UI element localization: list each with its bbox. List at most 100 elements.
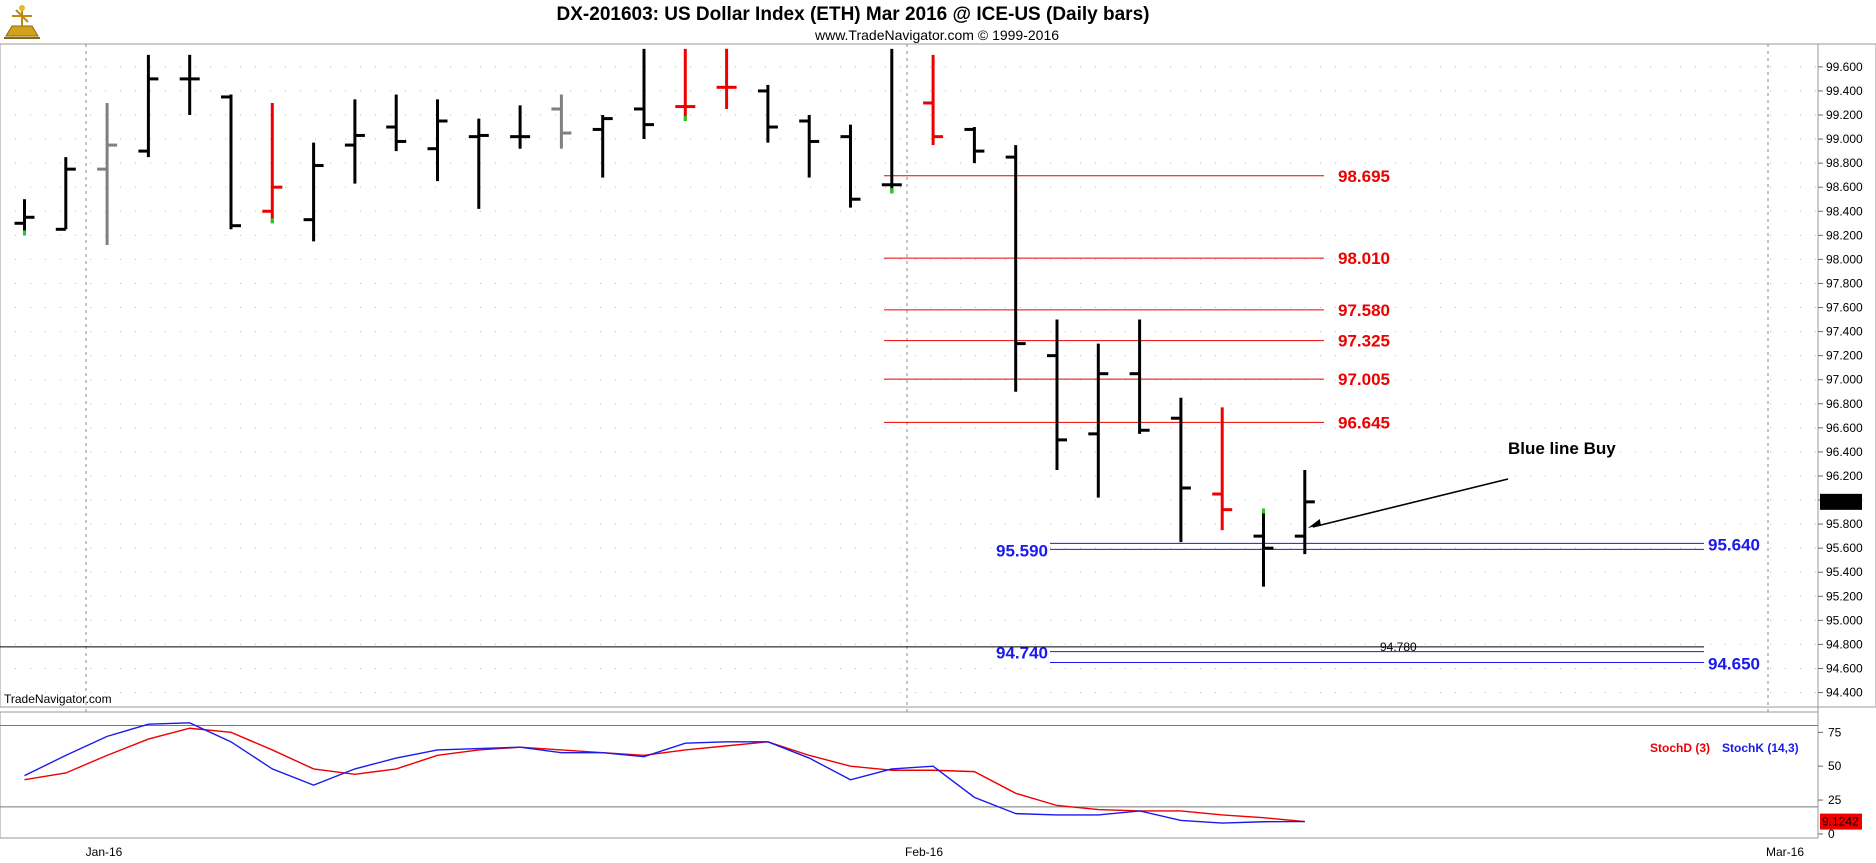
stochastic-panel: 75 50 25 09.1242 StochD (3) StochK (14,3) [0, 711, 1862, 841]
stochastic-grid [0, 711, 1819, 839]
ohlc-bar [716, 48, 737, 109]
stochastic-tick-label: 50 [1828, 759, 1842, 773]
ohlc-bar [1047, 319, 1067, 470]
ohlc-bar [881, 48, 902, 194]
ohlc-bar [138, 54, 159, 158]
levels-layer: 98.695 98.010 97.580 97.325 97.005 96.645 95.6… [0, 167, 1760, 673]
ohlc-bar [1212, 407, 1233, 531]
chart-header [0, 0, 1876, 44]
stochastic-axis: 75 50 25 09.1242 StochD (3) StochK (14,3) [1650, 725, 1862, 841]
ohlc-bar [510, 105, 531, 149]
support-label-right: 94.650 [1708, 654, 1760, 673]
chart-title: DX-201603: US Dollar Index (ETH) Mar 201… [557, 4, 1150, 25]
ohlc-bar [179, 54, 200, 115]
resistance-label: 98.695 [1338, 167, 1390, 186]
last-price-label: 95.985 [1823, 495, 1860, 509]
price-tick-label: 99.400 [1826, 84, 1863, 98]
ohlc-bar [97, 102, 118, 245]
black-line-label: 94.780 [1380, 640, 1417, 654]
ohlc-bar [1253, 508, 1274, 587]
ohlc-bar [14, 199, 35, 236]
date-tick-label: Feb-16 [905, 845, 943, 859]
ohlc-bar [799, 114, 820, 178]
support-label-left: 94.740 [996, 644, 1048, 663]
price-bars [14, 48, 1315, 587]
date-tick-label: Mar-16 [1766, 845, 1804, 859]
last-value-label: 9.1242 [1822, 815, 1859, 829]
ohlc-bar [427, 99, 448, 182]
price-plot-area [0, 43, 1876, 708]
stochastic-lines [24, 722, 1305, 824]
stochastic-tick-label: 0 [1828, 827, 1835, 841]
ohlc-bar [923, 54, 944, 146]
stochd-line [24, 727, 1305, 823]
last-price-box [1820, 493, 1862, 510]
ohlc-bar [1088, 343, 1109, 498]
ohlc-bar [757, 84, 778, 143]
ohlc-bar [1170, 397, 1191, 543]
price-panel: 98.695 98.010 97.580 97.325 97.005 96.645 95.6… [0, 43, 1876, 838]
price-tick-label: 96.400 [1826, 445, 1863, 459]
sextant-logo-icon [4, 5, 40, 39]
price-tick-label: 97.000 [1826, 373, 1863, 387]
price-tick-label: 95.200 [1826, 589, 1863, 603]
price-tick-label: 99.200 [1826, 108, 1863, 122]
price-tick-label: 95.400 [1826, 565, 1863, 579]
date-tick-label: Jan-16 [86, 845, 123, 859]
watermark: TradeNavigator.com [4, 692, 112, 706]
price-tick-label: 95.000 [1826, 613, 1863, 627]
ohlc-bar [303, 142, 324, 242]
last-value-box [1820, 813, 1862, 830]
ohlc-bar [55, 157, 76, 231]
ohlc-bar [262, 102, 283, 224]
price-tick-label: 98.000 [1826, 252, 1863, 266]
price-tick-label: 98.400 [1826, 204, 1863, 218]
price-tick-label: 96.600 [1826, 421, 1863, 435]
legend-stochk: StochK (14,3) [1722, 741, 1799, 755]
resistance-label: 96.645 [1338, 413, 1390, 432]
support-label-right: 95.640 [1708, 535, 1760, 554]
annotation-arrow [1312, 478, 1509, 528]
ohlc-bar [1005, 145, 1026, 392]
price-tick-label: 99.000 [1826, 132, 1863, 146]
price-tick-label: 95.600 [1826, 541, 1863, 555]
price-tick-label: 95.800 [1826, 517, 1863, 531]
price-tick-label: 99.600 [1826, 60, 1863, 74]
ohlc-bar [344, 99, 365, 184]
date-axis: Jan-16 Feb-16 Mar-16 [0, 837, 1818, 859]
price-tick-label: 97.600 [1826, 301, 1863, 315]
ohlc-bar [840, 124, 861, 208]
price-tick-label: 96.800 [1826, 397, 1863, 411]
ohlc-bar [634, 48, 654, 140]
stochastic-tick-label: 25 [1828, 793, 1842, 807]
stochastic-plot-area [0, 711, 1819, 839]
resistance-label: 97.580 [1338, 301, 1390, 320]
price-tick-label: 94.400 [1826, 686, 1863, 700]
ohlc-bar [221, 94, 241, 230]
ohlc-bar [1294, 469, 1315, 555]
ohlc-bar [675, 48, 696, 122]
support-label-left: 95.590 [996, 541, 1048, 560]
price-tick-label: 97.200 [1826, 349, 1863, 363]
ohlc-bar [551, 94, 572, 149]
price-tick-label: 96.200 [1826, 469, 1863, 483]
resistance-label: 98.010 [1338, 249, 1390, 268]
ohlc-bar [592, 114, 613, 178]
price-tick-label: 97.400 [1826, 325, 1863, 339]
resistance-label: 97.325 [1338, 332, 1390, 351]
ohlc-bar [964, 127, 985, 164]
price-axis: 99.600 99.400 99.200 99.000 98.800 98.600 98.4… [1817, 44, 1863, 838]
legend-stochd: StochD (3) [1650, 741, 1710, 755]
stochk-line [24, 722, 1305, 824]
resistance-label: 97.005 [1338, 370, 1390, 389]
price-tick-label: 94.800 [1826, 637, 1863, 651]
price-tick-label: 98.600 [1826, 180, 1863, 194]
ohlc-bar [386, 94, 407, 152]
stochastic-tick-label: 75 [1828, 725, 1842, 739]
price-tick-label: 94.600 [1826, 661, 1863, 675]
ohlc-bar [1129, 319, 1150, 434]
annotation-text: Blue line Buy [1508, 439, 1616, 458]
chart-subtitle: www.TradeNavigator.com © 1999-2016 [814, 27, 1059, 43]
price-tick-label: 98.800 [1826, 156, 1863, 170]
